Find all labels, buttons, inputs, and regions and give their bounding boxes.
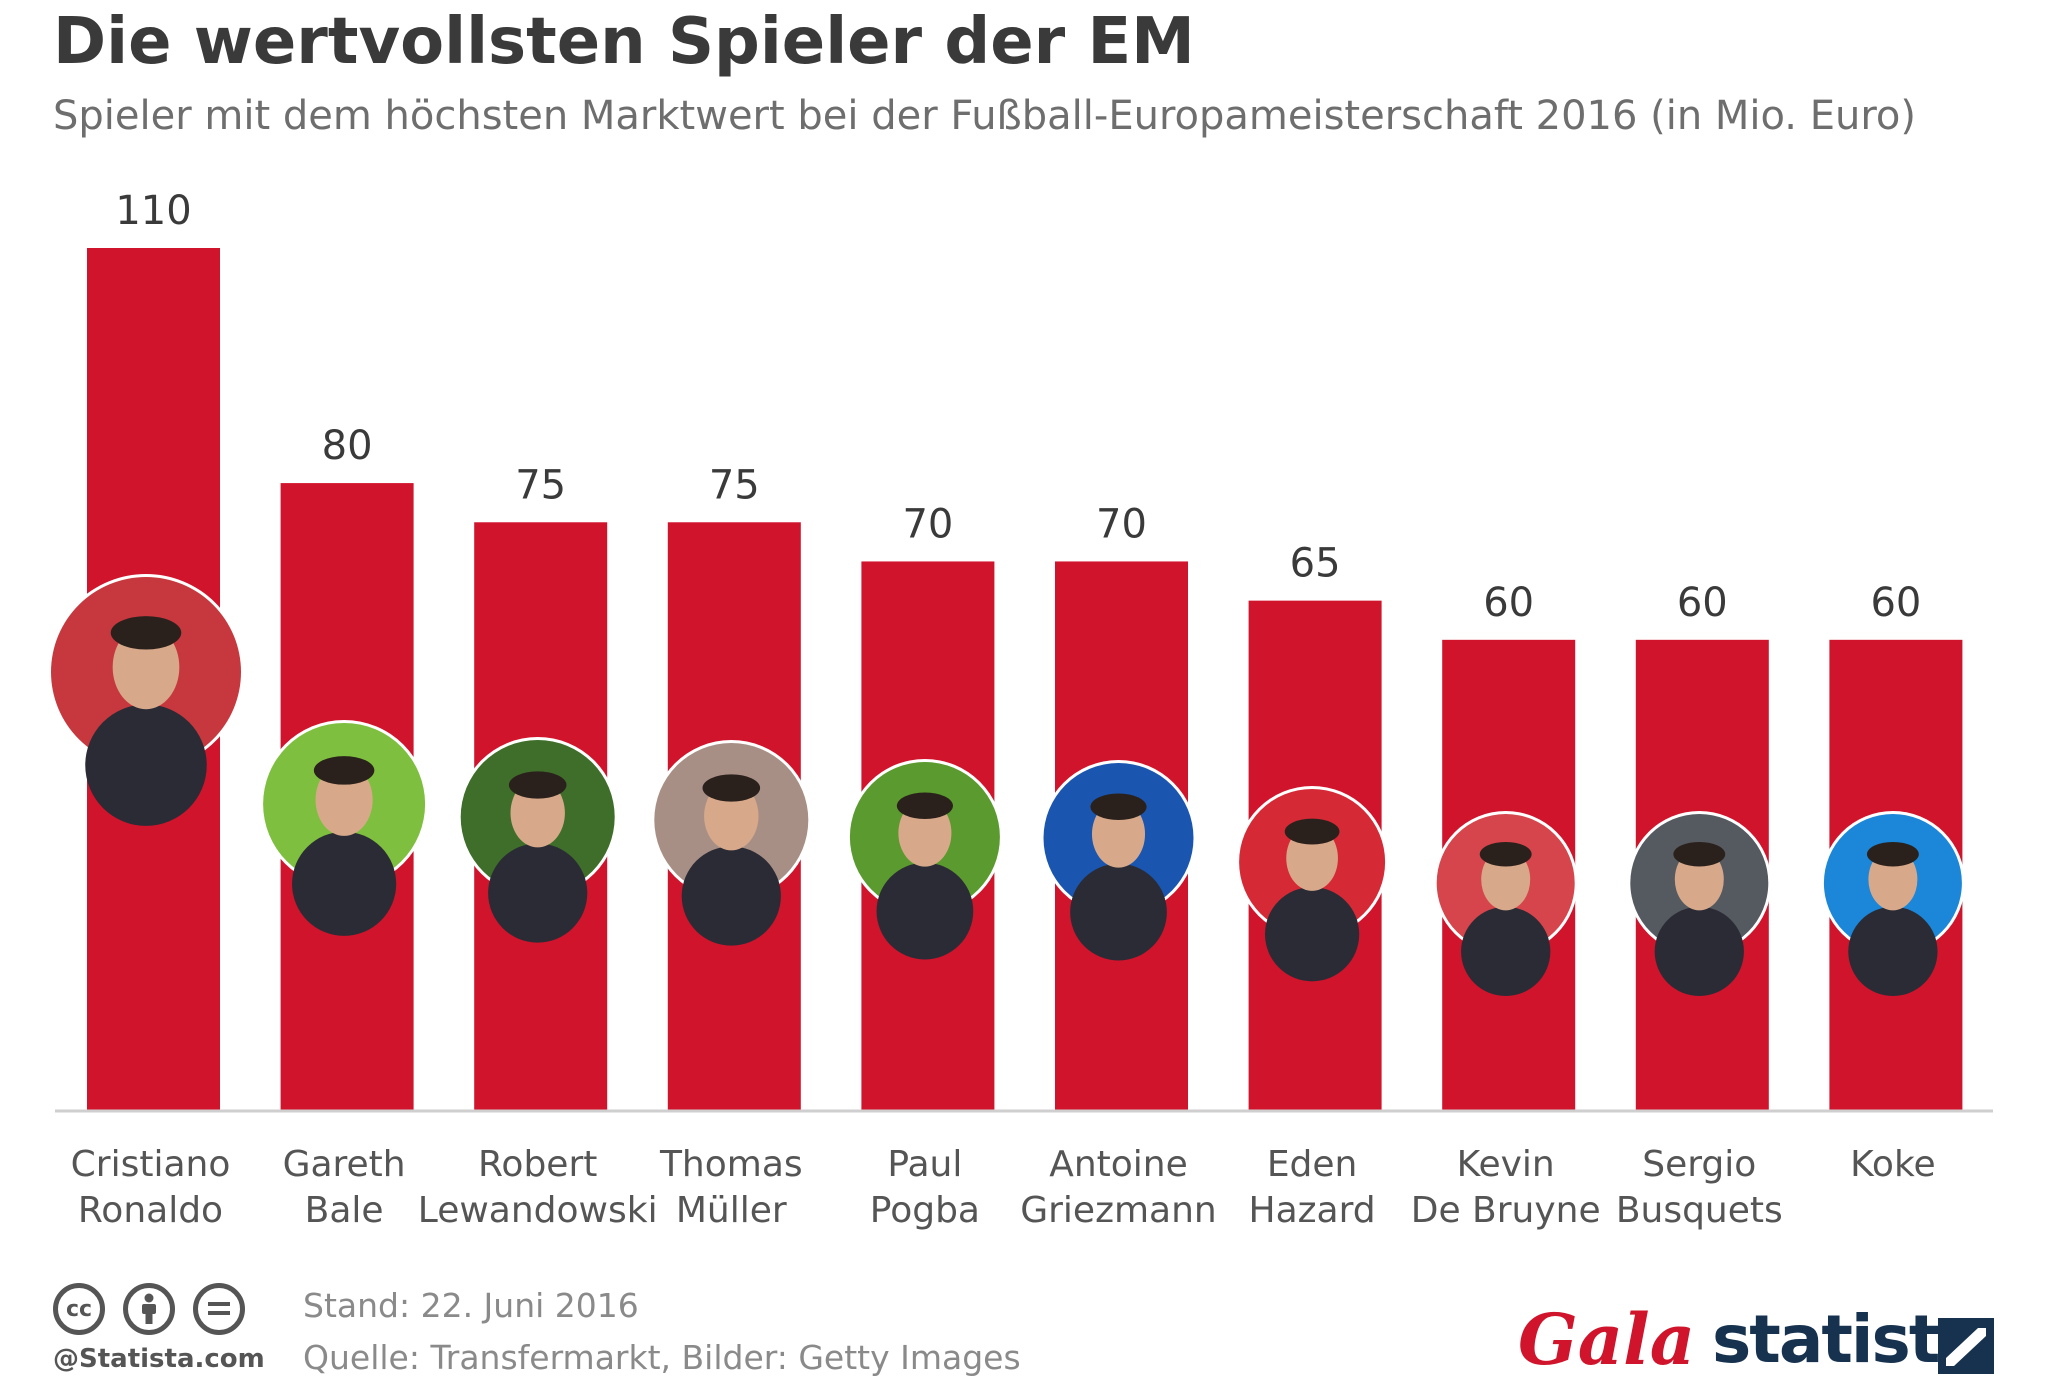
data-label: 75 bbox=[709, 462, 760, 508]
data-label: 75 bbox=[515, 462, 566, 508]
player-photo bbox=[1627, 811, 1772, 997]
data-label: 70 bbox=[902, 501, 953, 547]
footer-source: Quelle: Transfermarkt, Bilder: Getty Ima… bbox=[303, 1338, 1021, 1377]
category-label: Robert bbox=[478, 1144, 597, 1185]
category-label: Koke bbox=[1850, 1144, 1936, 1185]
data-label: 65 bbox=[1290, 541, 1341, 587]
category-label: Sergio bbox=[1642, 1144, 1756, 1185]
category-label: De Bruyne bbox=[1411, 1190, 1601, 1231]
data-label: 60 bbox=[1870, 580, 1921, 626]
data-label: 70 bbox=[1096, 501, 1147, 547]
player-photo bbox=[651, 740, 812, 946]
category-label: Pogba bbox=[870, 1190, 980, 1231]
category-label: Gareth bbox=[283, 1144, 406, 1185]
player-photo bbox=[1820, 811, 1965, 997]
chart-subtitle: Spieler mit dem höchsten Marktwert bei d… bbox=[53, 93, 1917, 139]
data-label: 60 bbox=[1483, 580, 1534, 626]
statista-logo-icon bbox=[1938, 1318, 1994, 1374]
data-label: 80 bbox=[322, 423, 373, 469]
player-photo bbox=[1236, 786, 1389, 982]
category-label: Antoine bbox=[1049, 1144, 1188, 1185]
player-photo bbox=[1433, 811, 1578, 997]
category-label: Cristiano bbox=[71, 1144, 231, 1185]
category-label: Eden bbox=[1267, 1144, 1358, 1185]
player-photo bbox=[1040, 760, 1197, 961]
player-photo bbox=[457, 737, 618, 943]
footer-date: Stand: 22. Juni 2016 bbox=[303, 1286, 639, 1325]
player-photo bbox=[846, 759, 1003, 960]
cc-icon: cc bbox=[53, 1283, 105, 1335]
category-label: Hazard bbox=[1249, 1190, 1376, 1231]
data-label: 60 bbox=[1677, 580, 1728, 626]
category-label: Bale bbox=[305, 1190, 384, 1231]
data-label: 110 bbox=[115, 188, 191, 234]
player-photo bbox=[260, 720, 429, 936]
category-label: Thomas bbox=[659, 1144, 803, 1185]
category-label: Paul bbox=[887, 1144, 962, 1185]
by-icon bbox=[123, 1283, 175, 1335]
category-label: Griezmann bbox=[1020, 1190, 1217, 1231]
category-label: Busquets bbox=[1616, 1190, 1783, 1231]
category-label: Ronaldo bbox=[78, 1190, 223, 1231]
statista-credit: @Statista.com bbox=[53, 1344, 265, 1374]
nd-icon bbox=[193, 1283, 245, 1335]
category-label: Müller bbox=[676, 1190, 787, 1231]
category-label: Lewandowski bbox=[418, 1190, 658, 1231]
category-label: Kevin bbox=[1457, 1144, 1555, 1185]
chart-title: Die wertvollsten Spieler der EM bbox=[53, 5, 1195, 79]
player-photo bbox=[48, 574, 244, 826]
gala-logo[interactable]: Gala bbox=[1518, 1298, 1696, 1381]
